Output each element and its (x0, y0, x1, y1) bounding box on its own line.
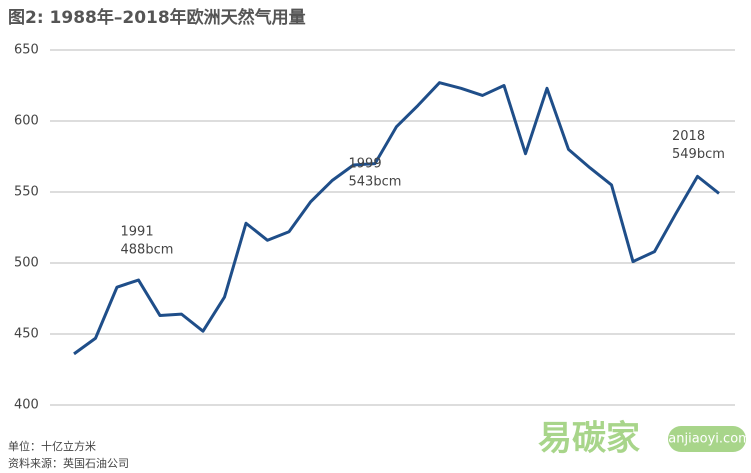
note: 单位：十亿立方米 (8, 439, 96, 453)
chart-title: 图2: 1988年–2018年欧洲天然气用量 (8, 7, 306, 28)
y-tick-label: 650 (14, 43, 39, 58)
line (73, 81, 720, 356)
annotation: 2018 (672, 129, 705, 144)
annotation: 1999 (349, 156, 382, 171)
watermark: 易碳家 (538, 419, 640, 459)
y-tick-label: 400 (14, 398, 39, 413)
y-tick-label: 600 (14, 114, 39, 129)
annotation: 1991 (121, 225, 154, 240)
y-tick-label: 500 (14, 256, 39, 271)
y-tick-label: 450 (14, 327, 39, 342)
annotation: 543bcm (349, 174, 402, 189)
note: 资料来源：英国石油公司 (8, 456, 129, 470)
annotation: 549bcm (672, 147, 725, 162)
watermark-badge (668, 426, 746, 452)
watermark-url: tanjiaoyi.com (663, 432, 751, 447)
annotation: 488bcm (121, 243, 174, 258)
y-tick-label: 550 (14, 185, 39, 200)
